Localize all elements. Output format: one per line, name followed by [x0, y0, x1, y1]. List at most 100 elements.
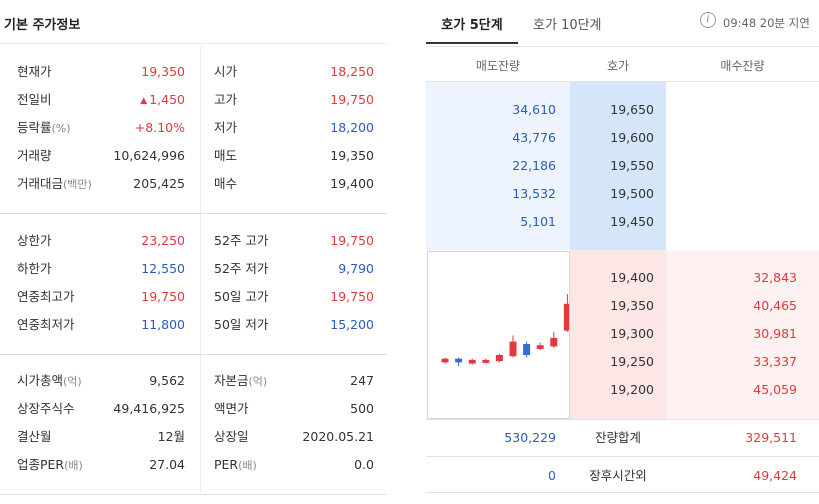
info-icon[interactable]: i: [700, 12, 716, 28]
label-text: 50일 저가: [214, 317, 269, 332]
candle-chart-svg: [441, 294, 571, 366]
value-text: 19,750: [141, 289, 185, 304]
buy-price[interactable]: 19,350: [610, 298, 654, 313]
sell-qty[interactable]: 13,532: [512, 186, 556, 201]
price-header: 호가: [606, 59, 630, 73]
label-text: 매도: [214, 148, 238, 163]
info-value: 18,250: [330, 64, 374, 79]
info-row: 거래대금(백만) 205,425 매수 19,400: [0, 170, 387, 198]
info-value: 247: [350, 373, 374, 388]
buy-qty[interactable]: 33,337: [753, 354, 797, 369]
info-value: 15,200: [330, 317, 374, 332]
sell-qty[interactable]: 22,186: [512, 158, 556, 173]
buy-price[interactable]: 19,200: [610, 382, 654, 397]
unit-text: (배): [238, 459, 257, 472]
label-text: 결산월: [17, 429, 52, 444]
buy-qty-area: [666, 250, 819, 420]
sell-qty-area: [426, 82, 570, 250]
info-label: 52주 고가: [214, 227, 268, 255]
info-value: 500: [350, 401, 374, 416]
info-value: +8.10%: [135, 114, 185, 142]
candle-body: [523, 344, 531, 356]
orderbook-panel: 호가 5단계 호가 10단계 i 09:48 20분 지연 매도잔량 호가 매수…: [426, 0, 819, 504]
sell-price[interactable]: 19,600: [610, 130, 654, 145]
info-label: 거래량: [17, 142, 52, 170]
info-value: 12월: [158, 423, 185, 451]
value-text: 49,416,925: [113, 401, 185, 416]
buy-qty[interactable]: 32,843: [753, 270, 797, 285]
column-divider: [200, 215, 201, 357]
sell-price[interactable]: 19,500: [610, 186, 654, 201]
tab-orderbook-10[interactable]: 호가 10단계: [533, 18, 602, 33]
info-label: 50일 고가: [214, 283, 268, 311]
value-text: 19,350: [141, 64, 185, 79]
label-text: 자본금: [214, 373, 249, 388]
candle-body: [550, 337, 558, 347]
label-text: 거래량: [17, 148, 52, 163]
info-label: 52주 저가: [214, 255, 268, 283]
info-value: 12,550: [141, 255, 185, 283]
buy-qty[interactable]: 40,465: [753, 298, 797, 313]
total-sell: 530,229: [504, 430, 556, 445]
label-text: 고가: [214, 92, 238, 107]
info-value: 9,790: [338, 261, 374, 276]
info-value: 19,750: [330, 233, 374, 248]
info-label: 상장일: [214, 423, 249, 451]
info-value: 19,350: [330, 148, 374, 163]
buy-price[interactable]: 19,250: [610, 354, 654, 369]
info-label: 액면가: [214, 395, 249, 423]
label-text: 업종PER: [17, 457, 65, 472]
candle-body: [495, 355, 503, 362]
sell-qty[interactable]: 43,776: [512, 130, 556, 145]
group-separator: [0, 213, 387, 214]
unit-text: (억): [248, 375, 268, 388]
divider: [0, 43, 387, 44]
info-value: 11,800: [141, 311, 185, 339]
column-divider: [200, 46, 201, 216]
unit-text: (억): [63, 375, 82, 388]
info-row: 거래량 10,624,996 매도 19,350: [0, 142, 387, 170]
sell-qty[interactable]: 34,610: [512, 102, 556, 117]
info-value: 10,624,996: [113, 142, 185, 170]
sell-price[interactable]: 19,450: [610, 214, 654, 229]
sell-price[interactable]: 19,550: [610, 158, 654, 173]
candle-body: [455, 358, 463, 363]
info-value: 49,416,925: [113, 395, 185, 423]
info-label: PER(배): [214, 451, 257, 480]
buy-qty[interactable]: 45,059: [753, 382, 797, 397]
label-text: 시가총액: [17, 373, 64, 388]
info-value: 19,750: [141, 283, 185, 311]
info-label: 연중최저가: [17, 311, 75, 339]
value-text: 23,250: [141, 233, 185, 248]
unit-text: (백만): [63, 178, 92, 191]
buy-qty[interactable]: 30,981: [753, 326, 797, 341]
sell-qty[interactable]: 5,101: [520, 214, 556, 229]
group-separator: [0, 354, 387, 355]
info-label: 매도: [214, 142, 237, 170]
info-row: 결산월 12월 상장일 2020.05.21: [0, 423, 387, 451]
info-value: 0.0: [354, 457, 374, 472]
label-text: 상장일: [214, 429, 249, 444]
info-value: 9,562: [149, 367, 185, 395]
divider: [426, 456, 819, 457]
unit-text: (%): [51, 122, 71, 135]
label-text: 상한가: [17, 233, 52, 248]
info-row: 하한가 12,550 52주 저가 9,790: [0, 255, 387, 283]
mini-candle-chart: [427, 251, 571, 419]
tab-orderbook-5[interactable]: 호가 5단계: [441, 18, 503, 33]
info-label: 하한가: [17, 255, 52, 283]
basic-stock-info-panel: 기본 주가정보 현재가 19,350 시가 18,250 전일비 ▲ 1,450 고가 19,7…: [0, 0, 387, 504]
info-label: 등락률(%): [17, 114, 71, 143]
info-label: 저가: [214, 114, 237, 142]
buy-price[interactable]: 19,300: [610, 326, 654, 341]
sell-price[interactable]: 19,650: [610, 102, 654, 117]
candle-body: [441, 358, 449, 363]
value-text: 11,800: [141, 317, 185, 332]
label-text: PER: [214, 457, 239, 472]
label-text: 현재가: [17, 64, 52, 79]
info-label: 매수: [214, 170, 237, 198]
info-label: 결산월: [17, 423, 52, 451]
divider: [426, 492, 819, 493]
info-label: 시가총액(억): [17, 367, 82, 396]
buy-price[interactable]: 19,400: [610, 270, 654, 285]
